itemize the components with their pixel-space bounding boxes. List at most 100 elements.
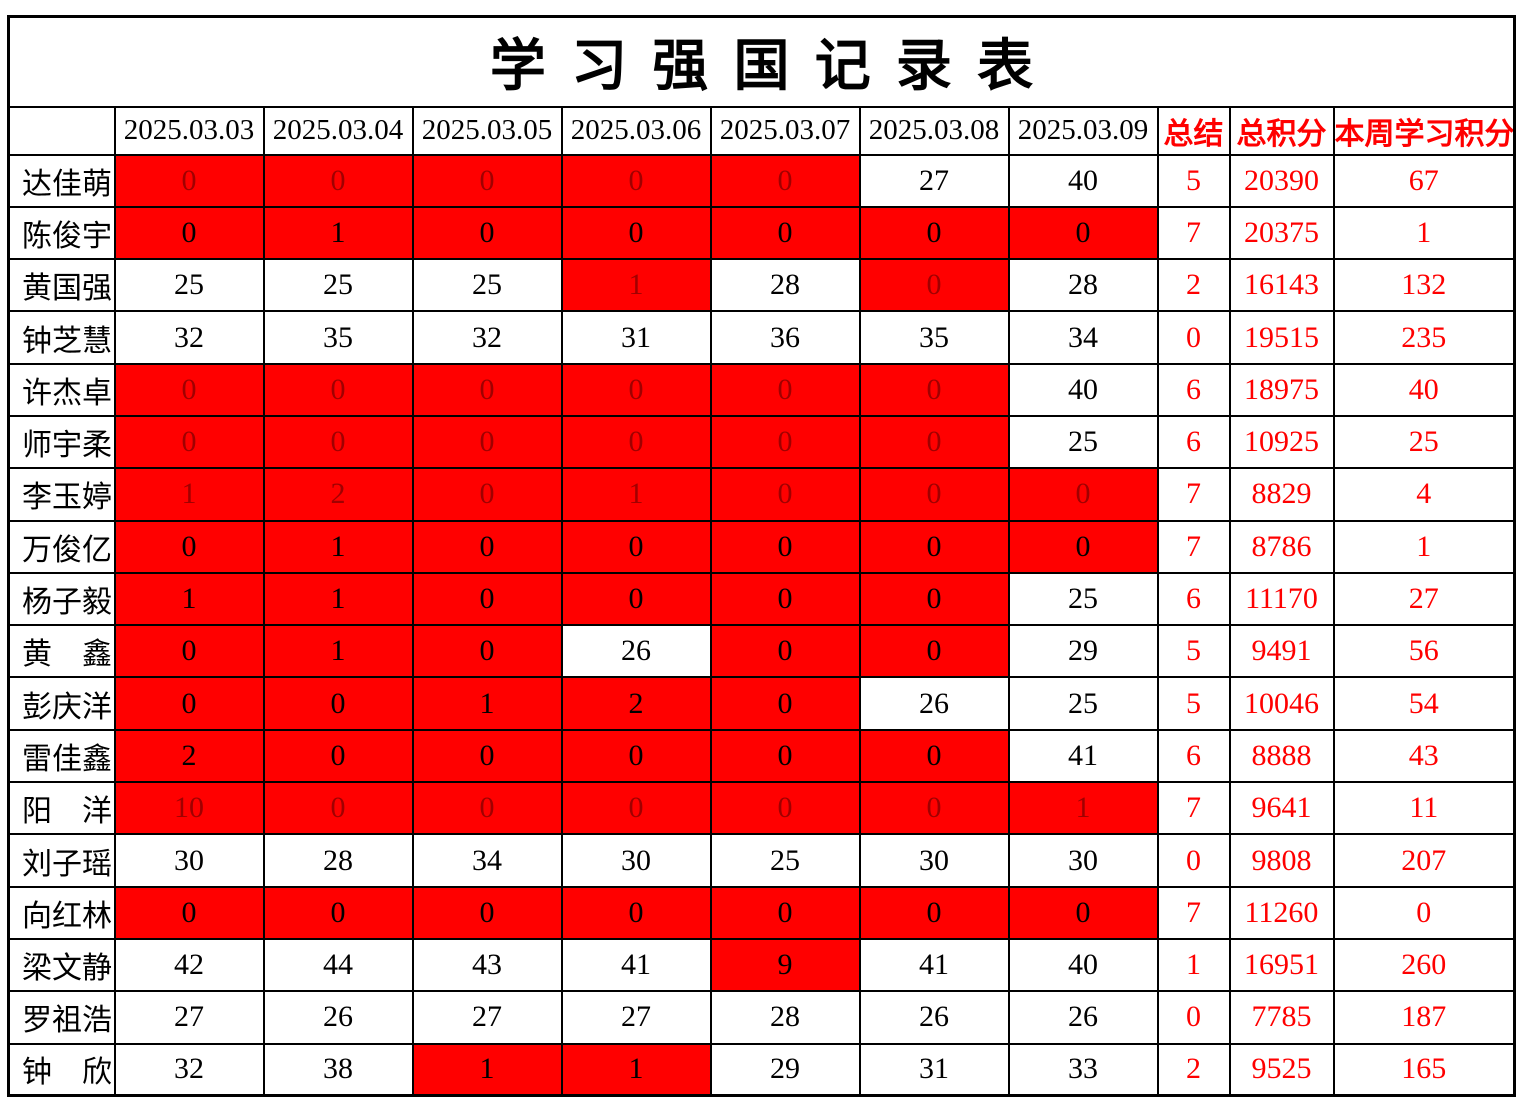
date-header: 2025.03.08 — [858, 105, 1010, 156]
day-score-cell: 0 — [858, 362, 1010, 417]
day-score-cell: 31 — [560, 310, 712, 365]
student-name: 彭庆洋 — [7, 676, 116, 731]
day-score-cell: 0 — [709, 414, 861, 470]
total-points-cell: 20390 — [1228, 153, 1335, 208]
day-score-cell: 0 — [113, 519, 265, 574]
student-name: 李玉婷 — [7, 467, 116, 522]
total-points-cell: 19515 — [1228, 310, 1335, 365]
week-points-cell: 0 — [1332, 885, 1516, 940]
study-record-table: 学习强国记录表 2025.03.03 2025.03.04 2025.03.05… — [7, 15, 1517, 1098]
name-column-header — [7, 105, 116, 156]
day-score-cell: 0 — [560, 362, 712, 417]
day-score-cell: 44 — [262, 937, 414, 993]
day-score-cell: 28 — [709, 990, 861, 1045]
day-score-cell: 1 — [262, 624, 414, 679]
student-name: 黄 鑫 — [7, 624, 116, 679]
day-score-cell: 25 — [1007, 414, 1159, 470]
week-points-cell: 260 — [1332, 937, 1516, 993]
table-row: 李玉婷 1 2 0 1 0 0 0 7 8829 4 — [7, 467, 1516, 522]
summary-cell: 2 — [1156, 258, 1231, 313]
day-score-cell: 0 — [262, 781, 414, 836]
student-name: 梁文静 — [7, 937, 116, 993]
day-score-cell: 0 — [411, 153, 563, 208]
summary-cell: 5 — [1156, 153, 1231, 208]
day-score-cell: 26 — [1007, 990, 1159, 1045]
day-score-cell: 1 — [411, 676, 563, 731]
table-row: 黄 鑫 0 1 0 26 0 0 29 5 9491 56 — [7, 624, 1516, 679]
day-score-cell: 0 — [113, 153, 265, 208]
day-score-cell: 0 — [709, 519, 861, 574]
day-score-cell: 25 — [113, 258, 265, 313]
table-row: 向红林 0 0 0 0 0 0 0 7 11260 0 — [7, 885, 1516, 940]
day-score-cell: 1 — [411, 1042, 563, 1097]
day-score-cell: 25 — [411, 258, 563, 313]
day-score-cell: 0 — [709, 362, 861, 417]
day-score-cell: 28 — [709, 258, 861, 313]
day-score-cell: 27 — [858, 153, 1010, 208]
day-score-cell: 0 — [113, 414, 265, 470]
day-score-cell: 0 — [709, 676, 861, 731]
day-score-cell: 0 — [411, 414, 563, 470]
day-score-cell: 1 — [262, 571, 414, 627]
summary-cell: 6 — [1156, 571, 1231, 627]
day-score-cell: 0 — [560, 571, 712, 627]
day-score-cell: 10 — [113, 781, 265, 836]
day-score-cell: 41 — [560, 937, 712, 993]
day-score-cell: 2 — [113, 728, 265, 784]
date-header: 2025.03.03 — [113, 105, 265, 156]
day-score-cell: 40 — [1007, 153, 1159, 208]
summary-cell: 5 — [1156, 676, 1231, 731]
date-header: 2025.03.07 — [709, 105, 861, 156]
student-name: 刘子瑶 — [7, 833, 116, 888]
week-points-cell: 4 — [1332, 467, 1516, 522]
day-score-cell: 26 — [560, 624, 712, 679]
day-score-cell: 1 — [560, 1042, 712, 1097]
day-score-cell: 0 — [1007, 519, 1159, 574]
summary-cell: 6 — [1156, 728, 1231, 784]
total-points-cell: 16951 — [1228, 937, 1335, 993]
week-points-cell: 40 — [1332, 362, 1516, 417]
day-score-cell: 0 — [113, 885, 265, 940]
week-points-cell: 132 — [1332, 258, 1516, 313]
summary-cell: 0 — [1156, 990, 1231, 1045]
day-score-cell: 30 — [560, 833, 712, 888]
day-score-cell: 0 — [262, 153, 414, 208]
day-score-cell: 1 — [262, 205, 414, 261]
day-score-cell: 2 — [560, 676, 712, 731]
day-score-cell: 41 — [858, 937, 1010, 993]
day-score-cell: 0 — [709, 571, 861, 627]
summary-cell: 7 — [1156, 467, 1231, 522]
day-score-cell: 0 — [858, 624, 1010, 679]
day-score-cell: 1 — [113, 467, 265, 522]
week-points-cell: 11 — [1332, 781, 1516, 836]
week-points-cell: 54 — [1332, 676, 1516, 731]
total-points-cell: 9808 — [1228, 833, 1335, 888]
summary-cell: 5 — [1156, 624, 1231, 679]
summary-cell: 2 — [1156, 1042, 1231, 1097]
table-row: 梁文静 42 44 43 41 9 41 40 1 16951 260 — [7, 937, 1516, 993]
table-row: 雷佳鑫 2 0 0 0 0 0 41 6 8888 43 — [7, 728, 1516, 784]
table-row: 师宇柔 0 0 0 0 0 0 25 6 10925 25 — [7, 414, 1516, 470]
date-header: 2025.03.09 — [1007, 105, 1159, 156]
student-name: 黄国强 — [7, 258, 116, 313]
student-name: 雷佳鑫 — [7, 728, 116, 784]
day-score-cell: 41 — [1007, 728, 1159, 784]
total-points-cell: 20375 — [1228, 205, 1335, 261]
day-score-cell: 30 — [858, 833, 1010, 888]
day-score-cell: 25 — [262, 258, 414, 313]
day-score-cell: 35 — [858, 310, 1010, 365]
day-score-cell: 0 — [709, 205, 861, 261]
day-score-cell: 1 — [560, 258, 712, 313]
day-score-cell: 0 — [858, 467, 1010, 522]
student-name: 阳 洋 — [7, 781, 116, 836]
day-score-cell: 1 — [262, 519, 414, 574]
week-points-cell: 207 — [1332, 833, 1516, 888]
day-score-cell: 0 — [113, 624, 265, 679]
day-score-cell: 30 — [1007, 833, 1159, 888]
week-points-cell: 187 — [1332, 990, 1516, 1045]
day-score-cell: 40 — [1007, 937, 1159, 993]
day-score-cell: 0 — [1007, 205, 1159, 261]
student-name: 杨子毅 — [7, 571, 116, 627]
day-score-cell: 0 — [411, 571, 563, 627]
